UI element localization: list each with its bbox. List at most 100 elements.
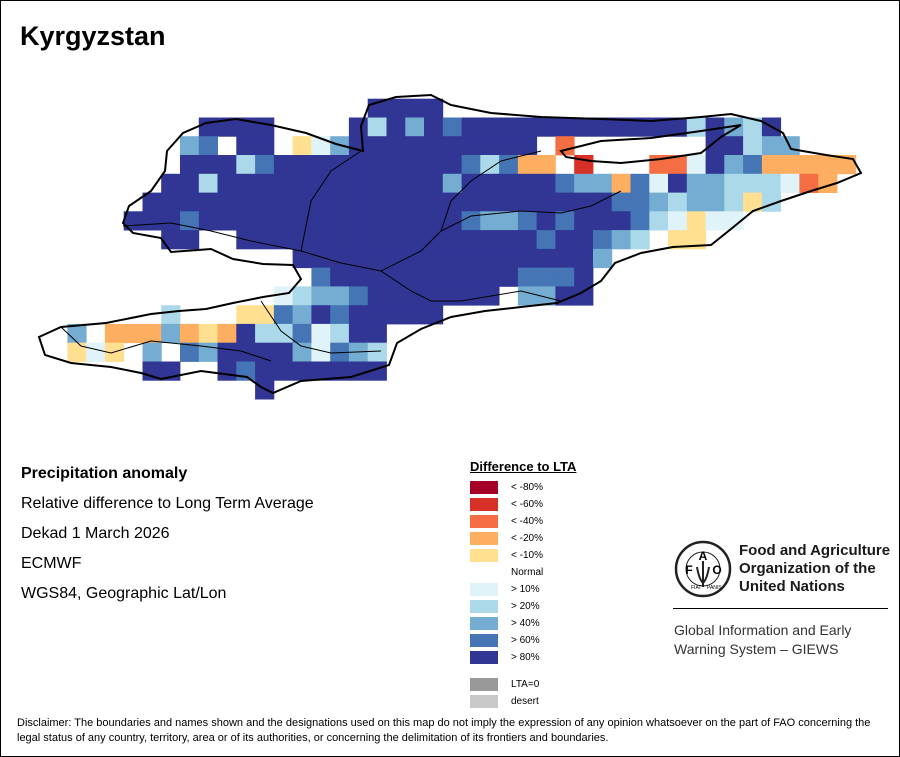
anomaly-cell	[668, 230, 688, 250]
anomaly-cell	[574, 211, 594, 231]
fao-name-line: United Nations	[739, 578, 845, 595]
anomaly-cell	[386, 305, 406, 325]
anomaly-cell	[837, 155, 857, 175]
anomaly-cell	[386, 248, 406, 269]
anomaly-cell	[442, 211, 462, 231]
legend-items: < -80% < -60% < -40% < -20% < -10% Normal > 10…	[470, 479, 576, 666]
anomaly-cell	[292, 286, 312, 306]
anomaly-cell	[255, 117, 275, 137]
anomaly-cell	[348, 192, 369, 212]
anomaly-cell	[517, 286, 538, 306]
anomaly-cell	[292, 361, 312, 381]
anomaly-cell	[461, 173, 481, 193]
legend-swatch	[470, 532, 498, 545]
anomaly-cell	[330, 361, 350, 381]
anomaly-cell	[255, 230, 275, 250]
anomaly-cell	[330, 248, 350, 269]
legend-label: Normal	[511, 567, 544, 578]
anomaly-cell	[311, 323, 331, 344]
anomaly-cell	[499, 173, 519, 193]
anomaly-grid	[67, 98, 857, 400]
anomaly-cell	[424, 286, 444, 306]
anomaly-cell	[405, 173, 425, 193]
anomaly-cell	[311, 230, 331, 250]
anomaly-cell	[799, 155, 819, 175]
anomaly-cell	[217, 342, 237, 362]
anomaly-cell	[367, 286, 387, 306]
anomaly-cell	[593, 117, 613, 137]
anomaly-cell	[255, 323, 275, 344]
anomaly-cell	[743, 117, 763, 137]
anomaly-cell	[761, 136, 782, 156]
anomaly-cell	[424, 98, 444, 118]
anomaly-cell	[424, 248, 444, 269]
anomaly-cell	[217, 211, 237, 231]
anomaly-cell	[311, 305, 331, 325]
anomaly-cell	[743, 192, 763, 212]
anomaly-cell	[273, 305, 294, 325]
anomaly-cell	[442, 117, 462, 137]
anomaly-cell	[480, 136, 500, 156]
anomaly-cell	[480, 173, 500, 193]
anomaly-cell	[311, 155, 331, 175]
anomaly-cell	[424, 117, 444, 137]
anomaly-cell	[724, 211, 744, 231]
anomaly-cell	[255, 192, 275, 212]
anomaly-cell	[611, 192, 631, 212]
anomaly-cell	[442, 155, 462, 175]
anomaly-cell	[236, 136, 256, 156]
anomaly-cell	[217, 192, 237, 212]
anomaly-cell	[405, 155, 425, 175]
anomaly-cell	[273, 155, 294, 175]
anomaly-cell	[461, 192, 481, 212]
anomaly-cell	[499, 117, 519, 137]
anomaly-cell	[536, 117, 556, 137]
legend-swatch	[470, 634, 498, 647]
anomaly-cell	[386, 230, 406, 250]
legend-item: desert	[470, 693, 576, 710]
anomaly-cell	[405, 248, 425, 269]
anomaly-cell	[480, 267, 500, 287]
anomaly-cell	[574, 173, 594, 193]
anomaly-cell	[330, 192, 350, 212]
anomaly-cell	[386, 211, 406, 231]
anomaly-cell	[724, 192, 744, 212]
anomaly-cell	[161, 173, 181, 193]
anomaly-cell	[424, 305, 444, 325]
info-period: Dekad 1 March 2026	[21, 525, 170, 542]
anomaly-cell	[574, 286, 594, 306]
anomaly-cell	[180, 323, 200, 344]
anomaly-cell	[386, 98, 406, 118]
anomaly-cell	[743, 136, 763, 156]
anomaly-cell	[236, 155, 256, 175]
anomaly-cell	[348, 248, 369, 269]
legend-label: > 20%	[511, 601, 540, 612]
anomaly-cell	[668, 117, 688, 137]
fao-logo-icon: A F O FIAT PANIS	[674, 540, 732, 598]
anomaly-cell	[424, 211, 444, 231]
anomaly-cell	[593, 211, 613, 231]
legend-item: > 20%	[470, 598, 576, 615]
anomaly-cell	[236, 323, 256, 344]
anomaly-cell	[180, 173, 200, 193]
anomaly-cell	[424, 192, 444, 212]
anomaly-cell	[780, 155, 800, 175]
anomaly-cell	[104, 323, 125, 344]
anomaly-cell	[330, 323, 350, 344]
anomaly-cell	[499, 267, 519, 287]
anomaly-cell	[386, 192, 406, 212]
anomaly-cell	[330, 267, 350, 287]
anomaly-cell	[517, 230, 538, 250]
anomaly-cell	[461, 230, 481, 250]
legend-swatch	[470, 498, 498, 511]
anomaly-cell	[611, 117, 631, 137]
giews-name: Global Information and Early Warning Sys…	[674, 621, 851, 659]
fao-name-line: Food and Agriculture	[739, 542, 891, 559]
anomaly-cell	[311, 342, 331, 362]
anomaly-cell	[705, 117, 725, 137]
info-heading: Precipitation anomaly	[21, 465, 188, 482]
anomaly-cell	[236, 173, 256, 193]
anomaly-cell	[198, 173, 218, 193]
anomaly-cell	[142, 342, 162, 362]
